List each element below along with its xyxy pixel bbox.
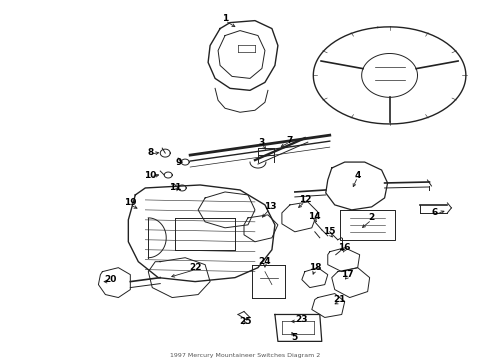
Text: 14: 14 <box>309 212 321 221</box>
Text: 8: 8 <box>147 148 153 157</box>
Text: 4: 4 <box>354 171 361 180</box>
Text: 20: 20 <box>104 275 117 284</box>
Text: 15: 15 <box>323 227 336 236</box>
Text: 1997 Mercury Mountaineer Switches Diagram 2: 1997 Mercury Mountaineer Switches Diagra… <box>170 353 320 358</box>
Text: 24: 24 <box>259 257 271 266</box>
Text: 17: 17 <box>342 270 354 279</box>
Text: 12: 12 <box>298 195 311 204</box>
Text: 13: 13 <box>264 202 276 211</box>
Text: 22: 22 <box>189 263 201 272</box>
Text: 19: 19 <box>124 198 137 207</box>
Text: 3: 3 <box>259 138 265 147</box>
Text: 5: 5 <box>292 333 298 342</box>
Text: 11: 11 <box>169 184 181 193</box>
Text: 1: 1 <box>222 14 228 23</box>
Text: 9: 9 <box>175 158 181 167</box>
Text: 2: 2 <box>368 213 375 222</box>
Text: 6: 6 <box>431 208 438 217</box>
Text: 21: 21 <box>334 295 346 304</box>
Text: 25: 25 <box>239 317 251 326</box>
Text: 10: 10 <box>144 171 156 180</box>
Text: 7: 7 <box>287 136 293 145</box>
Text: 23: 23 <box>295 315 308 324</box>
Text: 18: 18 <box>309 263 321 272</box>
Text: 16: 16 <box>339 243 351 252</box>
